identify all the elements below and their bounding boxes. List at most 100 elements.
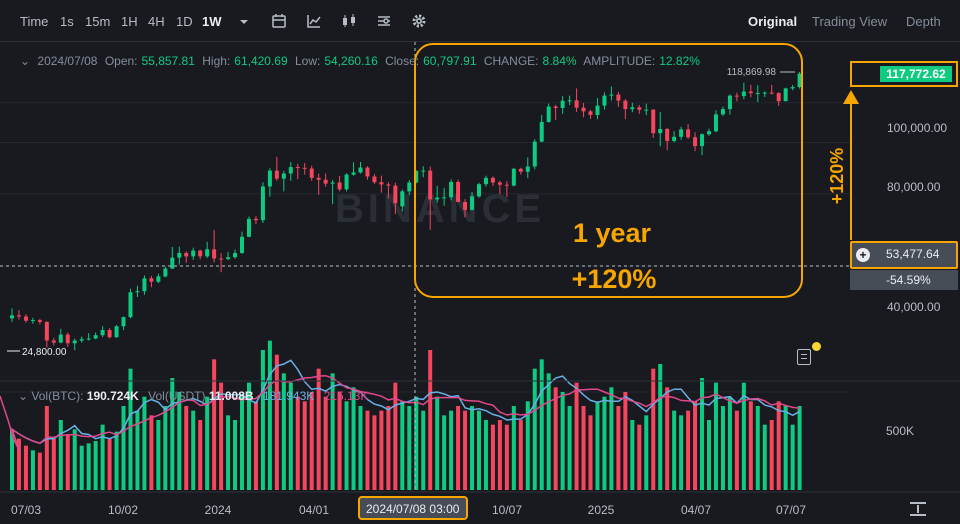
note-icon[interactable] — [797, 349, 811, 365]
volume-bar — [212, 359, 217, 490]
candle-body — [93, 335, 98, 339]
volume-bar — [574, 382, 579, 490]
volume-bar — [23, 445, 28, 490]
interval-1w[interactable]: 1W — [202, 14, 222, 29]
volume-bar — [86, 443, 91, 490]
interval-15m[interactable]: 15m — [85, 14, 111, 29]
candle-body — [651, 109, 656, 134]
candle-body — [233, 253, 238, 258]
volume-bar — [435, 396, 440, 490]
volume-bar — [707, 420, 711, 490]
volume-bar — [797, 406, 802, 490]
candle-body — [205, 249, 210, 257]
candle-body — [226, 257, 231, 259]
view-trading-view[interactable]: Trading View — [812, 14, 888, 29]
volume-bar — [727, 396, 732, 490]
volume-bar — [442, 415, 447, 490]
vol-usdt-value: 11.008B — [208, 389, 254, 403]
indicator-icon[interactable] — [306, 13, 322, 29]
volume-bar — [651, 368, 656, 490]
volume-bar — [609, 387, 614, 490]
volume-bar — [128, 368, 133, 490]
candle-body — [400, 191, 405, 207]
view-depth[interactable]: Depth — [906, 14, 941, 29]
volume-bar — [734, 410, 739, 490]
candle-body — [595, 105, 600, 115]
plus-icon[interactable]: + — [856, 248, 870, 262]
candle-body — [365, 167, 370, 177]
gear-icon[interactable] — [411, 13, 427, 29]
volume-bar — [748, 401, 753, 490]
interval-time[interactable]: Time — [20, 14, 49, 29]
volume-bar — [456, 406, 461, 490]
chevron-icon[interactable]: ⌄ — [18, 389, 29, 403]
change-label: CHANGE: — [483, 54, 539, 68]
view-original[interactable]: Original — [748, 14, 798, 29]
candle-body — [121, 317, 126, 327]
volume-bar — [560, 392, 565, 490]
candle-style-icon[interactable] — [341, 13, 357, 29]
candle-body — [10, 315, 14, 319]
candle-body — [30, 320, 35, 322]
candle-body — [797, 73, 802, 88]
candle-body — [107, 330, 112, 338]
time-tick-2025: 2025 — [587, 503, 615, 517]
volume-bar — [51, 438, 56, 490]
volume-bar — [511, 406, 516, 490]
chevron-icon[interactable]: ⌄ — [20, 54, 31, 68]
candle-body — [470, 196, 475, 210]
volume-bar — [10, 429, 14, 490]
crosshair-pct-value: -54.59% — [850, 270, 958, 290]
candle-body — [609, 94, 614, 96]
candle-body — [23, 316, 28, 321]
open-label: Open: — [104, 54, 138, 68]
candle-body — [267, 170, 272, 187]
volume-bar — [246, 382, 251, 490]
interval-1d[interactable]: 1D — [176, 14, 193, 29]
candle-body — [246, 218, 251, 237]
crosshair-price-value: 53,477.64 — [886, 247, 940, 261]
candle-body — [435, 197, 440, 200]
volume-bar — [358, 406, 363, 490]
calendar-icon[interactable] — [271, 13, 287, 29]
low-marker-label: 24,800.00 — [22, 347, 67, 358]
candle-body — [44, 321, 49, 341]
candle-body — [616, 94, 621, 101]
volume-bar — [672, 410, 677, 490]
candle-body — [741, 91, 746, 97]
volume-bar — [107, 438, 112, 490]
volume-bar — [58, 420, 63, 490]
volume-bar — [372, 415, 377, 490]
open-value: 55,857.81 — [141, 54, 195, 68]
amplitude-value: 12.82% — [659, 54, 700, 68]
candle-body — [762, 92, 767, 94]
crosshair-price-badge[interactable]: + 53,477.64 -54.59% — [850, 241, 958, 291]
volume-ma-line-2 — [0, 374, 800, 453]
interval-4h[interactable]: 4H — [148, 14, 165, 29]
candle-body — [72, 340, 77, 344]
volume-bar — [253, 401, 258, 490]
volume-bar — [755, 406, 760, 490]
vol-ma1-value: 181.943K — [262, 389, 315, 403]
chart-settings-icon[interactable] — [376, 13, 392, 29]
volume-bar — [686, 410, 691, 490]
volume-bar — [226, 415, 231, 490]
volume-bar — [693, 401, 698, 490]
candle-body — [532, 141, 537, 167]
volume-tick-500k: 500K — [886, 424, 915, 438]
volume-bar — [400, 401, 405, 490]
time-tick-1002: 10/02 — [107, 503, 139, 517]
interval-1h[interactable]: 1H — [121, 14, 138, 29]
candles-group — [10, 71, 802, 351]
volume-bar — [233, 420, 238, 490]
time-tick-1007: 10/07 — [491, 503, 523, 517]
volume-bar — [114, 431, 119, 490]
fit-screen-icon[interactable] — [910, 502, 926, 516]
chevron-down-icon[interactable] — [236, 13, 252, 29]
volume-bar — [163, 406, 168, 490]
candle-body — [553, 106, 558, 109]
interval-1s[interactable]: 1s — [60, 14, 74, 29]
candle-body — [511, 168, 516, 186]
current-price-badge: 117,772.62 — [850, 61, 958, 87]
